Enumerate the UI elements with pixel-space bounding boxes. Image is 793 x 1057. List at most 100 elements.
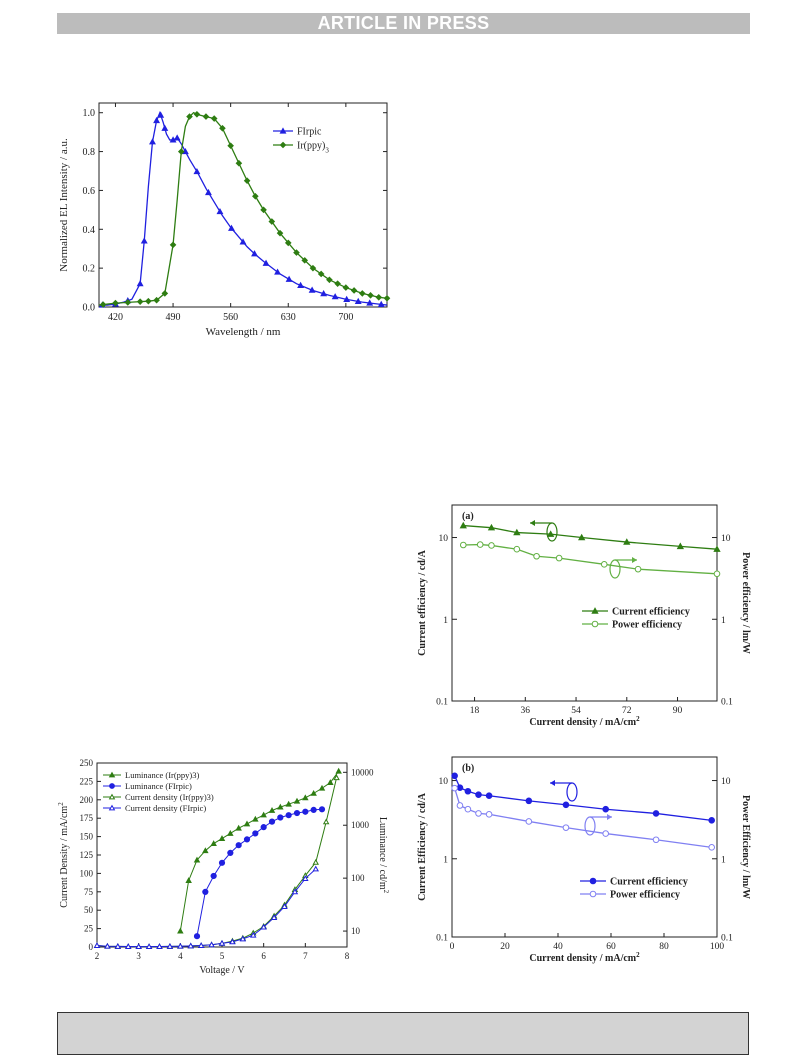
data-point — [169, 241, 177, 249]
data-point — [623, 538, 631, 545]
legend-subscript: 3 — [325, 147, 329, 155]
data-point — [187, 942, 194, 949]
data-point — [354, 297, 362, 304]
el-spectrum-chart: 420 490 560 630 700 0.0 0.2 0.4 0.6 0.8 1.0 Wavelen… — [58, 102, 391, 338]
data-point — [260, 206, 267, 214]
data-point — [302, 794, 309, 801]
legend-marker — [591, 620, 599, 628]
indicator-loop — [566, 782, 578, 802]
data-point — [197, 942, 205, 948]
data-point — [157, 111, 165, 118]
data-point — [235, 159, 243, 167]
data-point — [177, 927, 184, 934]
data-point — [210, 872, 217, 880]
x-tick-label: 5 — [220, 951, 225, 961]
series-3: Current density (FIrpic) — [93, 803, 319, 950]
panel-label: (a) — [462, 511, 474, 522]
efficiency-chart-a: 18 36 54 72 90 0.1 0.1 1 1 10 10 (a) Current density… — [417, 504, 751, 728]
data-point — [145, 297, 152, 305]
data-point — [343, 295, 351, 302]
series-line — [196, 808, 323, 937]
y-tick-label: 0.1 — [436, 934, 448, 944]
axis-indicator-arrow — [609, 557, 637, 579]
y-tick-label: 1 — [443, 616, 448, 626]
series-line — [96, 868, 317, 948]
indicator-loop — [546, 522, 558, 542]
y2-tick-label: 1 — [721, 855, 726, 865]
data-point — [227, 142, 234, 150]
indicator-arrowhead — [550, 780, 555, 786]
data-point — [228, 224, 235, 231]
data-point — [243, 177, 251, 185]
y2-axis-label: Luminance / cd/m2 — [377, 817, 390, 894]
data-point — [235, 842, 242, 849]
data-point — [475, 791, 482, 798]
data-point — [252, 830, 259, 837]
data-point — [268, 218, 276, 225]
x-tick-label: 560 — [223, 312, 238, 323]
data-point — [252, 815, 259, 822]
data-point — [383, 294, 391, 302]
data-point — [377, 300, 385, 307]
series-1: Power efficiency — [451, 784, 716, 901]
data-point — [193, 856, 201, 863]
legend-label: Current density (Ir(ppy)3) — [125, 792, 214, 802]
y-tick-label: 0.0 — [83, 303, 96, 314]
data-point — [243, 836, 251, 843]
x-tick-label: 6 — [261, 951, 266, 961]
data-point — [533, 552, 540, 560]
series-0: Current efficiency — [451, 772, 716, 888]
series-0: Current efficiency — [459, 521, 721, 618]
data-point — [652, 836, 660, 844]
series-0: FIrpic — [98, 110, 388, 308]
data-point — [276, 229, 284, 237]
data-point — [145, 943, 153, 950]
y2-tick-label: 10 — [351, 926, 361, 936]
data-point — [525, 818, 533, 825]
x-tick-label: 8 — [345, 951, 350, 961]
indicator-loop — [584, 816, 596, 836]
data-point — [310, 806, 317, 813]
legend-marker — [108, 793, 116, 800]
data-point — [375, 293, 383, 301]
unit-superscript: 2 — [57, 802, 65, 806]
y-tick-label: 100 — [80, 868, 94, 878]
series-line — [98, 111, 388, 306]
y-tick-label: 250 — [80, 758, 94, 768]
panel-label: (b) — [462, 763, 474, 774]
data-point — [235, 824, 242, 831]
x-tick-label: 20 — [500, 942, 510, 952]
series-1: Power efficiency — [459, 541, 721, 631]
data-point — [318, 806, 326, 813]
data-point — [291, 888, 299, 895]
x-tick-label: 72 — [622, 706, 632, 716]
y2-tick-label: 0.1 — [721, 934, 733, 944]
y-axis-label: Current Efficiency / cd/A — [417, 792, 428, 901]
data-point — [713, 545, 721, 552]
data-point — [166, 942, 174, 949]
data-point — [451, 784, 458, 792]
y2-axis-label: Power Efficiency / lm/W — [740, 795, 751, 899]
data-point — [318, 784, 326, 791]
data-point — [185, 877, 192, 883]
data-point — [513, 545, 521, 553]
y-tick-label: 125 — [80, 850, 94, 860]
data-point — [218, 859, 226, 866]
data-point — [676, 542, 685, 550]
data-point — [451, 772, 458, 780]
legend-label: Luminance (Ir(ppy)3) — [125, 770, 200, 780]
data-point — [293, 797, 301, 804]
data-point — [708, 844, 716, 851]
data-point — [161, 124, 169, 131]
y2-tick-label: 1 — [721, 616, 726, 626]
data-point — [177, 942, 184, 949]
data-point — [293, 249, 300, 256]
unit-superscript: 2 — [636, 951, 640, 959]
data-point — [327, 779, 334, 785]
efficiency-chart-b: 0 20 40 60 80 1000.1 0.11 110 10(b)Current densi… — [417, 756, 751, 964]
legend-label: Current density (FIrpic) — [125, 803, 206, 813]
x-tick-label: 490 — [166, 312, 181, 323]
data-point — [284, 239, 292, 247]
x-axis-label: Voltage / V — [199, 965, 245, 976]
indicator-arrowhead — [530, 520, 535, 526]
